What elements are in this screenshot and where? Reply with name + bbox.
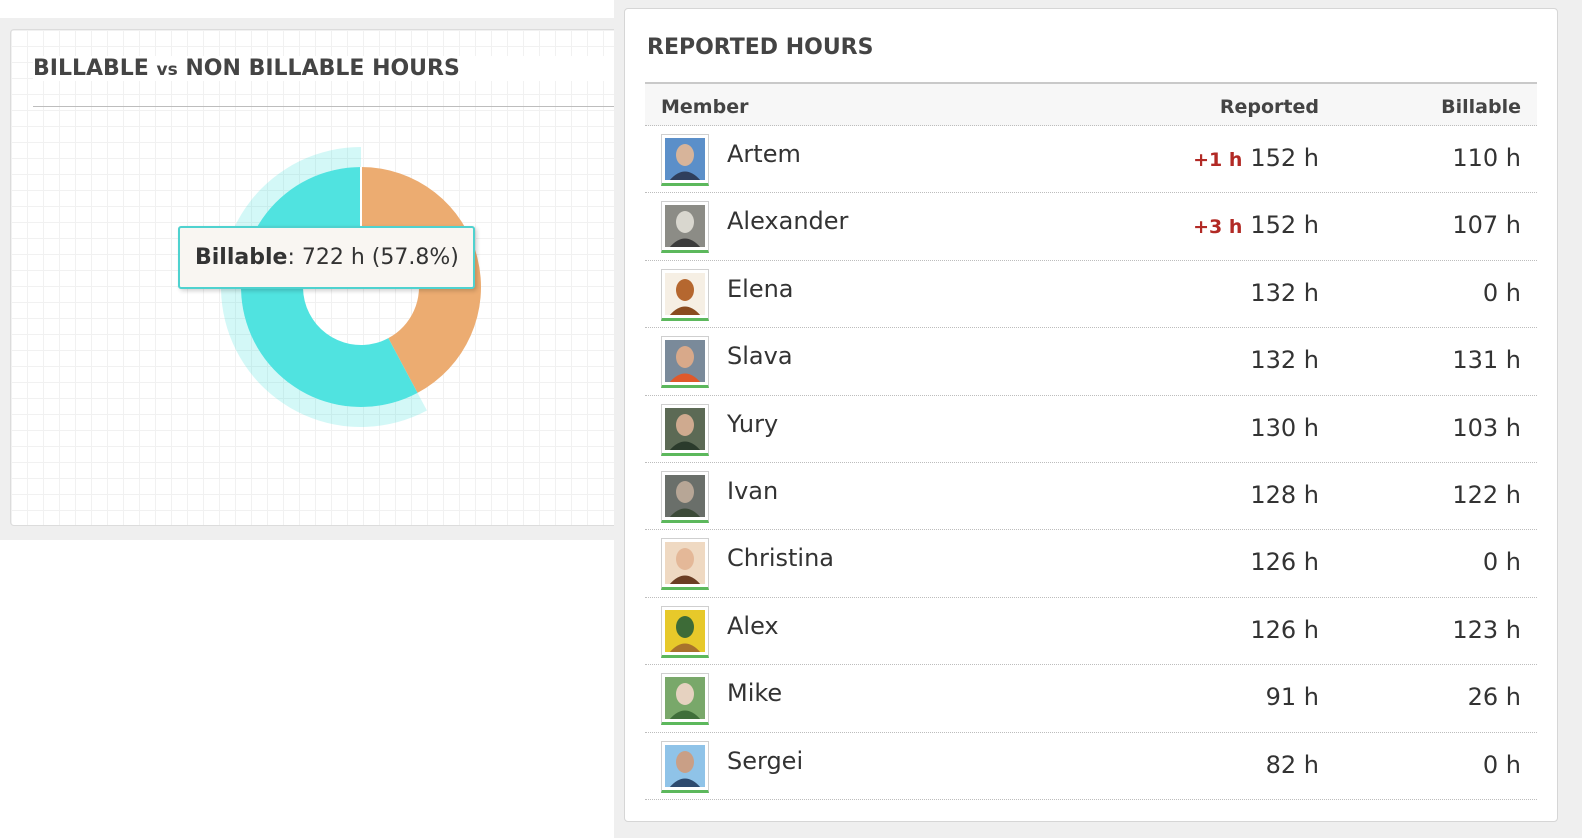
member-name[interactable]: Christina [727, 544, 835, 573]
member-name[interactable]: Slava [727, 342, 793, 371]
reported-panel: REPORTED HOURS Member Reported Billable … [624, 8, 1558, 822]
billable-panel-wrapper: BILLABLE vs NON BILLABLE HOURS Billable:… [0, 18, 633, 540]
avatar[interactable] [661, 605, 709, 658]
member-name[interactable]: Alex [727, 611, 779, 640]
avatar[interactable] [661, 201, 709, 254]
title-vs: vs [156, 60, 178, 80]
billable-value: 122 h [1452, 480, 1521, 509]
reported-value: 152 h [1250, 144, 1319, 172]
billable-value: 110 h [1452, 144, 1521, 172]
avatar[interactable] [661, 403, 709, 456]
member-name[interactable]: Alexander [727, 207, 849, 236]
member-name[interactable]: Sergei [727, 746, 804, 775]
table-row[interactable]: Yury 130 h 103 h [645, 396, 1537, 463]
billable-value: 131 h [1452, 346, 1521, 375]
table-row[interactable]: Artem +1 h 152 h 110 h [645, 126, 1537, 194]
reported-cell: 91 h [1266, 683, 1319, 711]
title-part1: BILLABLE [33, 56, 149, 81]
reported-cell: 130 h [1250, 414, 1319, 442]
billable-value: 26 h [1467, 683, 1521, 712]
member-name[interactable]: Elena [727, 274, 794, 303]
reported-cell: 82 h [1266, 751, 1319, 779]
member-name[interactable]: Ivan [727, 476, 779, 505]
column-header-billable[interactable]: Billable [1441, 96, 1521, 118]
reported-cell: +3 h 152 h [1193, 211, 1319, 239]
member-name[interactable]: Mike [727, 679, 783, 708]
column-header-member[interactable]: Member [661, 96, 749, 118]
member-name[interactable]: Yury [727, 409, 779, 438]
member-name[interactable]: Artem [727, 140, 801, 168]
chart-tooltip: Billable: 722 h (57.8%) [178, 226, 475, 289]
reported-cell: 126 h [1250, 616, 1319, 644]
reported-delta: +1 h [1193, 149, 1243, 171]
reported-value: 130 h [1250, 413, 1319, 442]
avatar[interactable] [661, 134, 709, 186]
reported-value: 132 h [1250, 278, 1319, 307]
reported-value: 82 h [1265, 750, 1319, 779]
avatar[interactable] [661, 470, 709, 523]
avatar[interactable] [661, 673, 709, 726]
title-part2: NON BILLABLE HOURS [185, 56, 460, 81]
reported-value: 126 h [1250, 548, 1319, 577]
reported-cell: +1 h 152 h [1193, 144, 1319, 172]
avatar[interactable] [661, 336, 709, 389]
table-row[interactable]: Christina 126 h 0 h [645, 530, 1537, 598]
reported-cell: 132 h [1250, 279, 1319, 307]
billable-panel-title: BILLABLE vs NON BILLABLE HOURS [33, 56, 633, 81]
avatar[interactable] [661, 268, 709, 321]
reported-value: 128 h [1250, 480, 1319, 509]
table-row[interactable]: Sergei 82 h 0 h [645, 733, 1537, 800]
reported-value: 91 h [1265, 683, 1319, 712]
reported-value: 126 h [1250, 615, 1319, 644]
table-row[interactable]: Alexander +3 h 152 h 107 h [645, 193, 1537, 261]
table-body: Artem +1 h 152 h 110 h Alexander +3 h 152 h 107… [645, 126, 1537, 800]
reported-cell: 126 h [1250, 548, 1319, 576]
pie-slice-billable-halo [220, 147, 427, 427]
reported-delta: +3 h [1193, 216, 1243, 239]
billable-value: 103 h [1452, 413, 1521, 442]
column-header-reported[interactable]: Reported [1219, 96, 1319, 118]
billable-value: 0 h [1482, 750, 1521, 779]
reported-value: 132 h [1250, 346, 1319, 375]
tooltip-value: 722 h (57.8%) [301, 245, 459, 270]
tooltip-separator: : [287, 245, 295, 270]
table-row[interactable]: Alex 126 h 123 h [645, 598, 1537, 666]
table-row[interactable]: Slava 132 h 131 h [645, 328, 1537, 396]
table-row[interactable]: Mike 91 h 26 h [645, 665, 1537, 733]
table-row[interactable]: Ivan 128 h 122 h [645, 463, 1537, 531]
reported-panel-title: REPORTED HOURS [647, 35, 874, 60]
billable-value: 0 h [1482, 548, 1521, 577]
avatar[interactable] [661, 740, 709, 793]
title-divider [33, 106, 633, 107]
table-header: Member Reported Billable [645, 82, 1537, 126]
billable-value: 123 h [1452, 615, 1521, 644]
billable-panel: BILLABLE vs NON BILLABLE HOURS Billable:… [10, 29, 633, 526]
billable-value: 0 h [1482, 278, 1521, 307]
billable-value: 107 h [1452, 211, 1521, 240]
reported-cell: 132 h [1250, 346, 1319, 374]
table-row[interactable]: Elena 132 h 0 h [645, 261, 1537, 329]
reported-hours-table: Member Reported Billable Artem +1 h 152 h 1… [645, 82, 1537, 800]
avatar[interactable] [661, 538, 709, 591]
reported-panel-wrapper: REPORTED HOURS Member Reported Billable … [614, 0, 1582, 838]
reported-cell: 128 h [1250, 481, 1319, 509]
tooltip-label: Billable [195, 245, 288, 270]
reported-value: 152 h [1250, 211, 1319, 240]
